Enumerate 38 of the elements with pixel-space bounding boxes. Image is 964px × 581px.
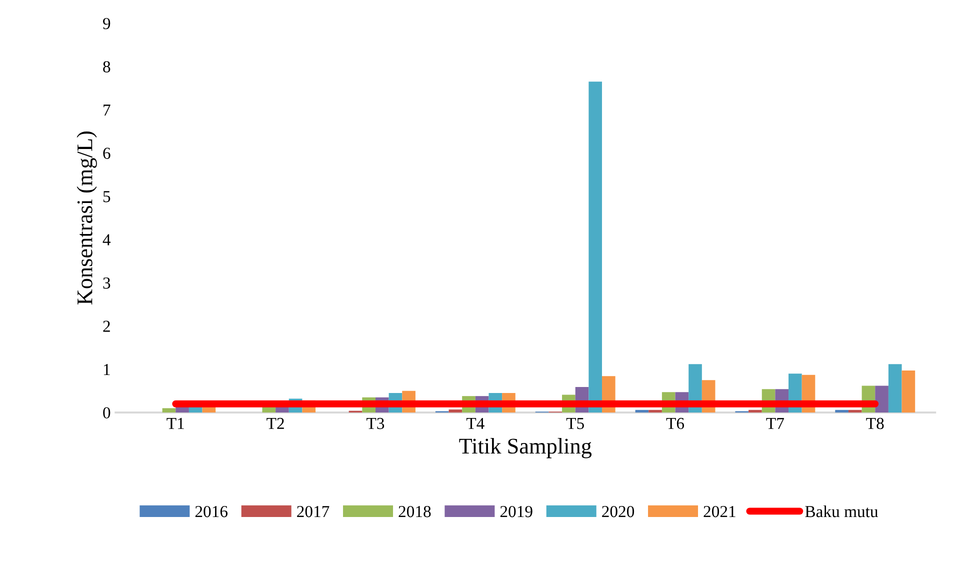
legend-label: 2017 [297, 506, 330, 518]
y-tick-label: 8 [103, 61, 110, 72]
x-tick-label: T5 [566, 418, 584, 430]
bar [835, 410, 848, 413]
y-tick-label: 1 [104, 364, 110, 376]
x-tick-label: T2 [266, 418, 284, 429]
y-tick-label: 2 [103, 320, 110, 332]
y-tick-label: 4 [102, 234, 111, 246]
bar [648, 410, 662, 413]
bar [848, 410, 862, 413]
x-tick-label: T1 [166, 418, 184, 429]
x-axis-title: Titik Sampling [459, 438, 592, 458]
y-tick-label: 9 [103, 18, 110, 30]
legend-label: 2019 [500, 506, 532, 518]
legend-label: 2021 [704, 506, 736, 518]
y-tick-label: 5 [103, 191, 110, 202]
y-tick-label: 6 [103, 148, 110, 159]
y-tick-label: 7 [104, 104, 110, 116]
x-tick-label: T4 [466, 418, 484, 429]
legend-label: 2020 [602, 506, 634, 518]
y-tick-label: 0 [103, 407, 110, 418]
legend-label: 2016 [195, 506, 228, 518]
y-axis-title: Konsentrasi (mg/L) [76, 132, 97, 305]
bar [902, 370, 916, 413]
bar [888, 364, 902, 413]
bar [448, 409, 462, 413]
x-tick-label: T6 [666, 418, 684, 430]
x-tick-label: T8 [866, 418, 884, 430]
bar [162, 408, 176, 413]
x-tick-label: T7 [766, 418, 784, 429]
bar [635, 410, 649, 413]
bar [748, 410, 762, 413]
bar [588, 82, 602, 413]
legend-label: Baku mutu [805, 505, 878, 518]
bar [875, 386, 888, 413]
x-tick-label: T3 [366, 418, 384, 430]
legend-label: 2018 [398, 506, 431, 518]
y-tick-label: 3 [103, 278, 110, 289]
